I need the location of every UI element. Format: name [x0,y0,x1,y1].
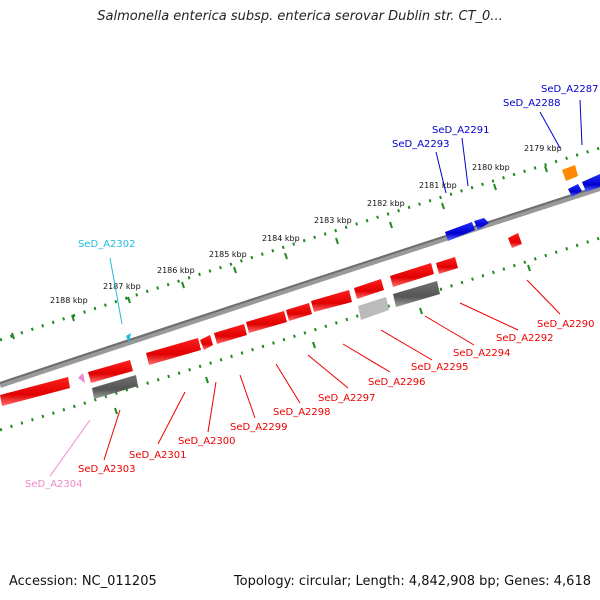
gene-SeD_A2302[interactable] [126,333,131,343]
inner-scale-ring [0,236,600,432]
gene-SeD_A2293[interactable] [445,222,475,241]
scale-label-2180: 2180 kbp [472,163,510,172]
gene-SeD_A2301[interactable] [88,360,133,383]
gene-gray-2[interactable] [393,281,440,307]
gene-SeD_A2287[interactable] [582,174,600,192]
label-SeD_A2297[interactable]: SeD_A2297 [318,393,376,404]
label-SeD_A2301[interactable]: SeD_A2301 [129,450,187,461]
label-SeD_A2287[interactable]: SeD_A2287 [541,84,599,95]
gene-gray-1[interactable] [92,375,138,399]
label-SeD_A2295[interactable]: SeD_A2295 [411,362,469,373]
label-SeD_A2296[interactable]: SeD_A2296 [368,377,426,388]
label-SeD_A2293[interactable]: SeD_A2293 [392,139,450,150]
scale-label-2183: 2183 kbp [314,216,352,225]
scale-label-2187: 2187 kbp [103,282,141,291]
forward-genes[interactable] [126,165,600,343]
label-SeD_A2299[interactable]: SeD_A2299 [230,422,288,433]
scale-label-2184: 2184 kbp [262,234,300,243]
gene-SeD_A2300[interactable] [146,338,201,365]
label-SeD_A2300[interactable]: SeD_A2300 [178,436,236,447]
scale-label-2182: 2182 kbp [367,199,405,208]
gene-SeD_A2291[interactable] [474,218,489,230]
gene-SeD_A2295[interactable] [311,290,352,312]
scale-label-2179: 2179 kbp [524,144,562,153]
label-SeD_A2292[interactable]: SeD_A2292 [496,333,554,344]
reverse-genes[interactable] [0,233,522,406]
gene-SeD_A2290[interactable] [508,233,522,248]
label-SeD_A2288[interactable]: SeD_A2288 [503,98,561,109]
label-SeD_A2302[interactable]: SeD_A2302 [78,239,136,250]
gene-SeD_A2303[interactable] [0,377,70,406]
gene-red-small[interactable] [436,257,458,274]
gene-SeD_A2298[interactable] [214,324,247,344]
gene-SeD_A2296[interactable] [286,303,312,321]
accession-text: Accession: NC_011205 [9,574,157,589]
scale-label-2181: 2181 kbp [419,181,457,190]
map-title: Salmonella enterica subsp. enterica sero… [97,9,503,24]
label-leaders [49,99,583,477]
major-ticks [11,165,548,340]
outer-scale-ring [0,146,600,342]
gene-SeD_A2294[interactable] [354,279,384,299]
label-SeD_A2298[interactable]: SeD_A2298 [273,407,331,418]
gene-SeD_A2297[interactable] [246,311,287,333]
gene-SeD_A2292[interactable] [390,263,434,287]
inner-major-ticks [114,264,531,415]
scale-label-2188: 2188 kbp [50,296,88,305]
genome-summary-text: Topology: circular; Length: 4,842,908 bp… [233,574,591,589]
label-SeD_A2290[interactable]: SeD_A2290 [537,319,595,330]
gene-orange[interactable] [562,165,578,181]
label-SeD_A2303[interactable]: SeD_A2303 [78,464,136,475]
gene-SeD_A2304[interactable] [78,373,85,383]
genome-backbone-edge [0,185,600,384]
label-SeD_A2294[interactable]: SeD_A2294 [453,348,511,359]
gene-SeD_A2288[interactable] [568,184,582,197]
gene-SeD_A2299[interactable] [200,335,213,350]
scale-label-2186: 2186 kbp [157,266,195,275]
scale-label-2185: 2185 kbp [209,250,247,259]
gene-light-gray[interactable] [358,297,389,320]
label-SeD_A2291[interactable]: SeD_A2291 [432,125,490,136]
genome-backbone [0,185,600,388]
label-SeD_A2304[interactable]: SeD_A2304 [25,479,83,490]
